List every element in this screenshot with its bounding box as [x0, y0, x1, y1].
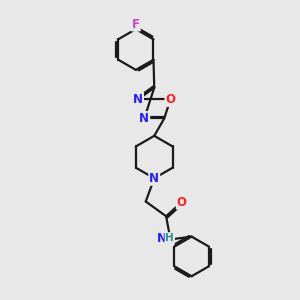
- Text: N: N: [139, 112, 149, 125]
- Text: N: N: [157, 232, 167, 244]
- Text: O: O: [165, 93, 176, 106]
- Text: H: H: [165, 233, 174, 243]
- Text: F: F: [132, 17, 140, 31]
- Text: N: N: [149, 172, 159, 185]
- Text: N: N: [133, 93, 143, 106]
- Text: O: O: [177, 196, 187, 208]
